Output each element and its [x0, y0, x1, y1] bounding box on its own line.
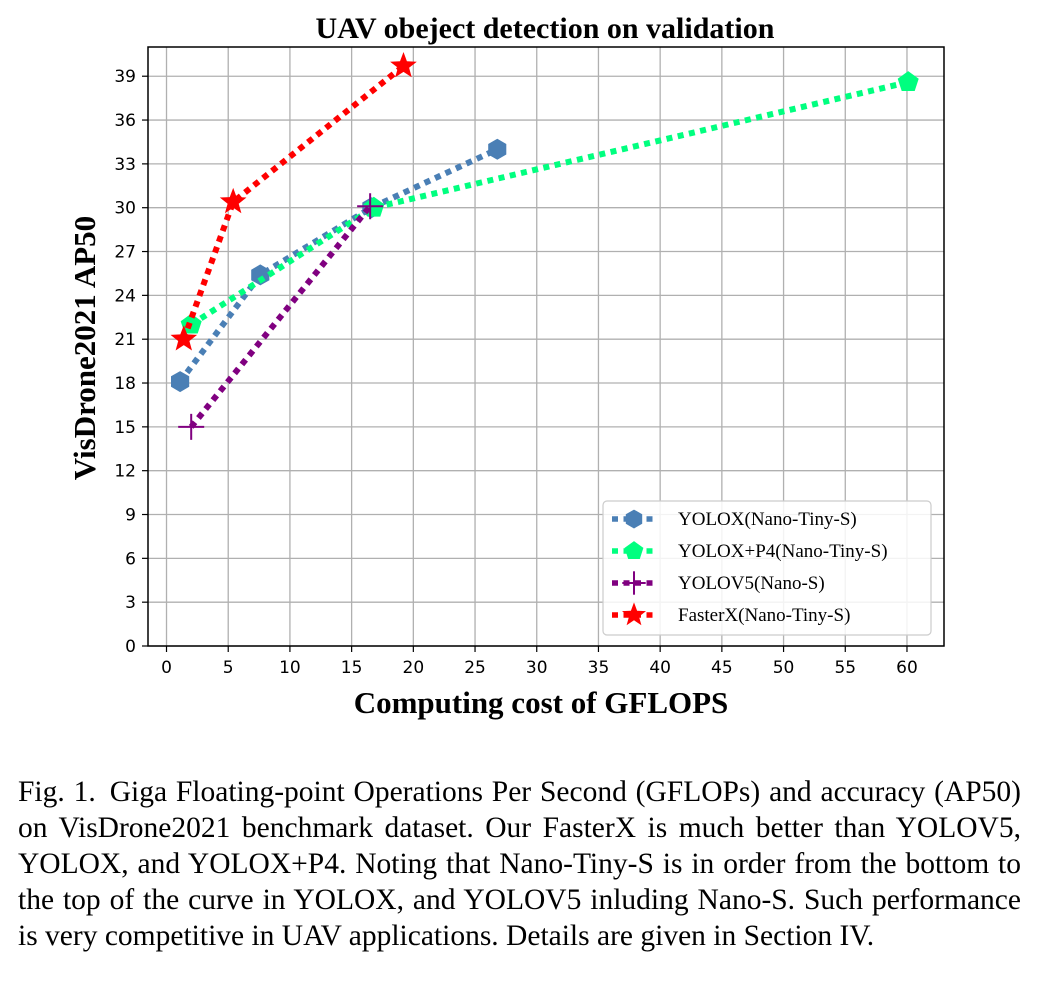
x-tick-label: 35 — [588, 658, 610, 678]
x-tick-label: 20 — [403, 658, 425, 678]
legend-entry: YOLOX(Nano-Tiny-S) — [612, 509, 857, 530]
y-tick-label: 39 — [114, 67, 136, 87]
legend: YOLOX(Nano-Tiny-S) YOLOX+P4(Nano-Tiny-S) Y… — [602, 500, 932, 636]
series-line — [180, 63, 406, 341]
x-tick-label: 60 — [896, 658, 918, 678]
ticks: 0 5 10 15 20 25 30 35 40 45 50 55 600369121518212427… — [114, 67, 917, 678]
legend-entry: FasterX(Nano-Tiny-S) — [612, 602, 850, 626]
y-axis-label: VisDrone2021 AP50 — [67, 216, 102, 480]
x-tick-label: 25 — [464, 658, 486, 678]
legend-label: YOLOV5(Nano-S) — [678, 573, 825, 594]
y-tick-label: 12 — [114, 462, 136, 482]
y-tick-label: 21 — [114, 330, 136, 350]
data-point — [390, 52, 417, 78]
x-tick-label: 50 — [773, 658, 795, 678]
legend-box — [602, 500, 932, 636]
data-point — [897, 71, 919, 91]
plot-frame — [147, 46, 945, 647]
legend-marker — [622, 571, 646, 595]
legend-marker — [624, 541, 644, 559]
y-tick-label: 3 — [125, 593, 136, 613]
legend-label: YOLOX(Nano-Tiny-S) — [678, 509, 857, 530]
legend-label: FasterX(Nano-Tiny-S) — [678, 605, 850, 626]
legend-entry: YOLOX+P4(Nano-Tiny-S) — [612, 541, 888, 562]
y-tick-label: 15 — [114, 418, 136, 438]
y-tick-label: 9 — [125, 506, 136, 526]
figure-caption: Fig. 1. Giga Floating-point Operations Pe… — [18, 774, 1021, 954]
chart: UAV obeject detection on validation 0 5 10… — [67, 12, 945, 720]
data-point — [171, 371, 190, 393]
y-tick-label: 18 — [114, 374, 136, 394]
data-point — [488, 138, 507, 160]
legend-marker — [625, 509, 643, 529]
x-tick-label: 40 — [649, 658, 671, 678]
x-tick-label: 10 — [279, 658, 301, 678]
chart-title: UAV obeject detection on validation — [316, 12, 775, 45]
data-point — [357, 193, 384, 220]
series-line — [189, 79, 909, 328]
x-tick-label: 45 — [711, 658, 733, 678]
series-fasterx-nano-tiny-s — [170, 52, 417, 351]
y-tick-label: 30 — [114, 199, 136, 219]
x-tick-label: 0 — [161, 658, 172, 678]
caption-text: Giga Floating-point Operations Per Secon… — [18, 776, 1021, 952]
x-tick-label: 55 — [834, 658, 856, 678]
series-yolox-nano-tiny-s — [171, 138, 507, 393]
legend-entry: YOLOV5(Nano-S) — [612, 571, 825, 595]
series-line — [188, 204, 373, 429]
legend-marker — [622, 602, 646, 626]
series-yolov5-nano-s — [178, 193, 384, 440]
y-tick-label: 6 — [125, 549, 136, 569]
data-point — [170, 325, 198, 351]
x-tick-label: 5 — [223, 658, 234, 678]
y-tick-label: 27 — [114, 243, 136, 263]
series-yolox-p4-nano-tiny-s — [180, 71, 919, 334]
y-tick-label: 33 — [114, 155, 136, 175]
x-axis-label: Computing cost of GFLOPS — [354, 685, 729, 720]
series-layer — [170, 52, 919, 440]
y-tick-label: 36 — [114, 111, 136, 131]
x-tick-label: 30 — [526, 658, 548, 678]
data-point — [178, 413, 205, 440]
legend-label: YOLOX+P4(Nano-Tiny-S) — [678, 541, 888, 562]
y-tick-label: 0 — [125, 637, 136, 657]
data-point — [219, 187, 247, 214]
x-tick-label: 15 — [341, 658, 363, 678]
y-tick-label: 24 — [114, 286, 136, 306]
caption-label: Fig. 1. — [18, 776, 96, 808]
